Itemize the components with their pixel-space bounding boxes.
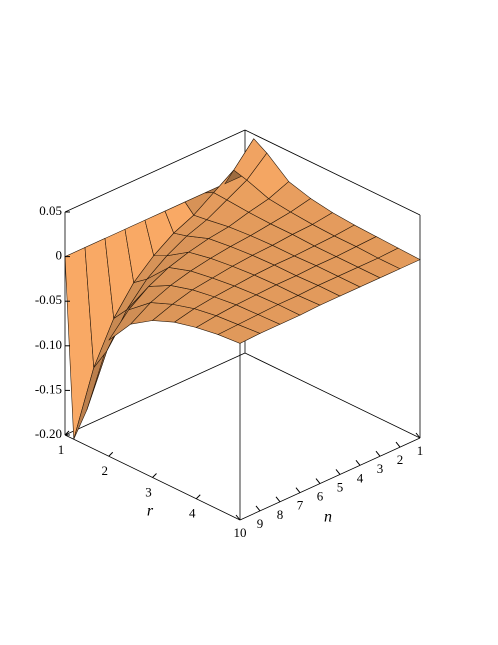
box-edge xyxy=(64,129,246,213)
box-edge xyxy=(64,352,246,436)
x-tick-label: 4 xyxy=(189,506,196,521)
y-tick xyxy=(375,450,381,457)
y-tick xyxy=(295,487,301,493)
y-tick xyxy=(255,505,261,512)
y-tick xyxy=(235,514,241,521)
y-tick-label: 10 xyxy=(234,525,247,540)
surface-patch xyxy=(377,247,421,270)
z-tick-label: -0.10 xyxy=(35,337,62,352)
y-tick xyxy=(415,432,421,439)
y-tick-label: 7 xyxy=(297,498,304,513)
x-tick xyxy=(195,494,201,500)
x-tick xyxy=(64,430,70,436)
z-tick-label: 0 xyxy=(56,248,63,263)
x-axis-label: r xyxy=(147,503,154,520)
y-axis-label: n xyxy=(324,509,332,526)
y-tick xyxy=(275,496,281,503)
y-tick-label: 9 xyxy=(257,516,264,531)
x-tick-label: 1 xyxy=(58,442,65,457)
x-tick xyxy=(108,451,114,457)
y-tick xyxy=(395,441,401,448)
y-tick xyxy=(315,478,321,484)
x-tick xyxy=(152,473,157,478)
z-tick-label: -0.15 xyxy=(35,381,62,396)
y-tick-label: 2 xyxy=(397,452,404,467)
x-tick-label: 3 xyxy=(145,484,152,499)
z-tick-label: 0.05 xyxy=(39,203,62,218)
z-tick-label: -0.20 xyxy=(35,426,62,441)
y-tick-label: 4 xyxy=(357,470,364,485)
box-edge xyxy=(244,352,421,439)
y-tick xyxy=(335,469,341,475)
z-tick-label: -0.05 xyxy=(35,292,62,307)
y-tick-label: 3 xyxy=(377,461,384,476)
box-edge xyxy=(244,129,421,216)
x-tick-label: 2 xyxy=(102,463,109,478)
y-tick-label: 6 xyxy=(317,489,324,504)
y-tick-label: 8 xyxy=(277,507,284,522)
y-tick-label: 5 xyxy=(337,479,344,494)
y-tick-label: 1 xyxy=(417,443,424,458)
y-tick xyxy=(355,460,361,466)
box-edge xyxy=(239,437,421,521)
